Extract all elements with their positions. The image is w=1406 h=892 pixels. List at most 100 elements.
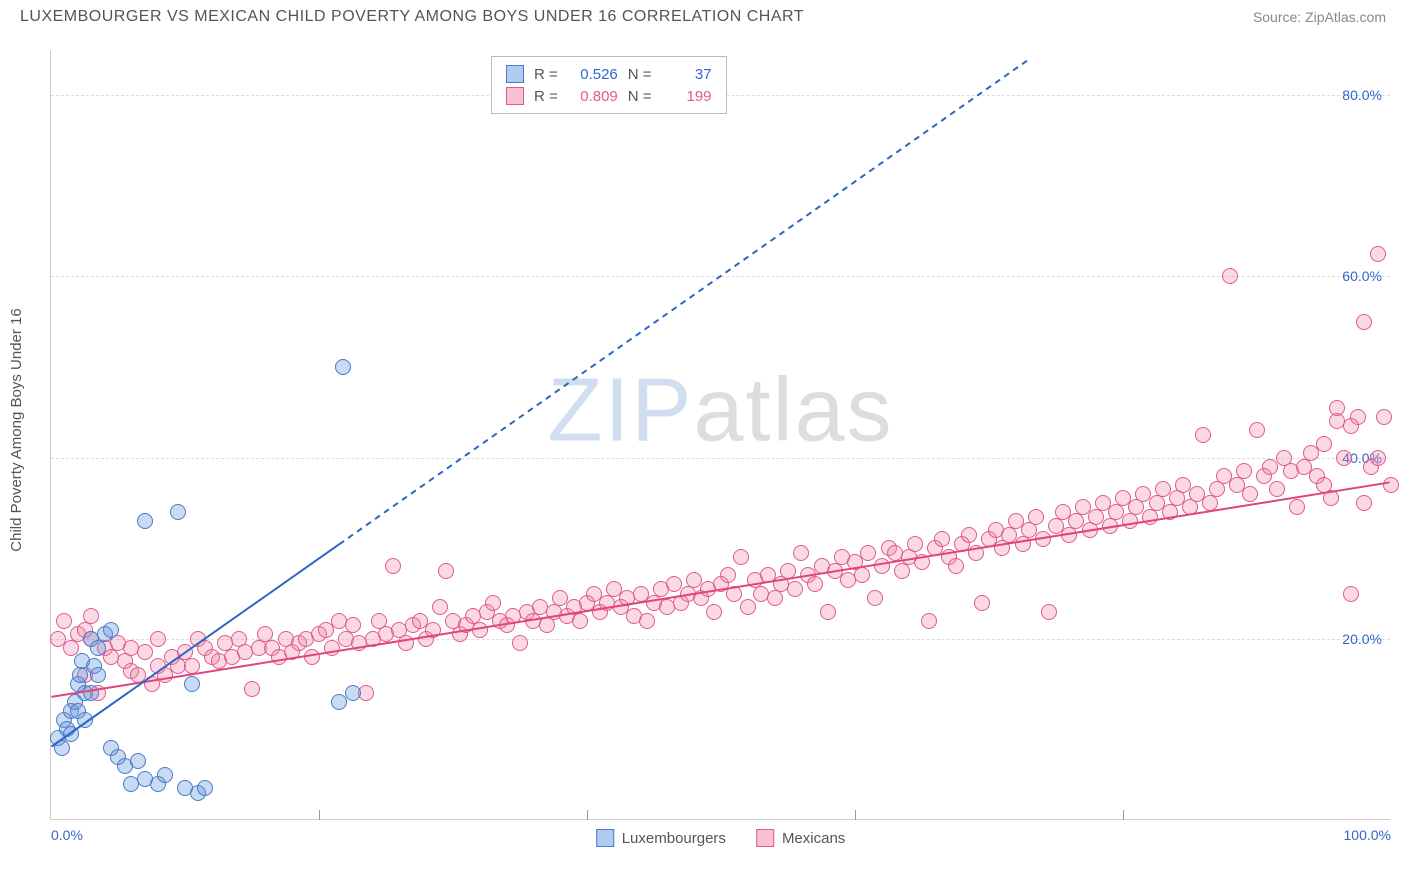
grid-line-v: [1123, 810, 1124, 820]
data-point-luxembourgers: [137, 513, 153, 529]
data-point-mexicans: [1356, 495, 1372, 511]
swatch-pink-icon: [506, 87, 524, 105]
scatter-chart: ZIPatlas R = 0.526 N = 37 R = 0.809 N = …: [50, 50, 1390, 820]
data-point-mexicans: [425, 622, 441, 638]
data-point-mexicans: [56, 613, 72, 629]
grid-line-h: [51, 458, 1390, 459]
data-point-mexicans: [512, 635, 528, 651]
data-point-mexicans: [83, 608, 99, 624]
data-point-mexicans: [1336, 450, 1352, 466]
data-point-mexicans: [780, 563, 796, 579]
swatch-blue-icon-2: [596, 829, 614, 847]
data-point-mexicans: [1343, 586, 1359, 602]
n-label2: N =: [628, 88, 652, 105]
data-point-luxembourgers: [90, 667, 106, 683]
watermark-atlas: atlas: [693, 361, 893, 461]
data-point-mexicans: [740, 599, 756, 615]
r-value-pink: 0.809: [568, 88, 618, 105]
r-label: R =: [534, 66, 558, 83]
data-point-mexicans: [1356, 314, 1372, 330]
data-point-mexicans: [706, 604, 722, 620]
data-point-luxembourgers: [335, 359, 351, 375]
data-point-mexicans: [1028, 509, 1044, 525]
legend-item-luxembourgers: Luxembourgers: [596, 829, 726, 847]
data-point-mexicans: [948, 558, 964, 574]
stats-legend-box: R = 0.526 N = 37 R = 0.809 N = 199: [491, 56, 727, 114]
stats-row-pink: R = 0.809 N = 199: [506, 85, 712, 107]
data-point-luxembourgers: [77, 712, 93, 728]
data-point-mexicans: [432, 599, 448, 615]
bottom-legend: Luxembourgers Mexicans: [596, 829, 846, 847]
legend-item-mexicans: Mexicans: [756, 829, 845, 847]
n-label: N =: [628, 66, 652, 83]
data-point-mexicans: [1242, 486, 1258, 502]
data-point-mexicans: [921, 613, 937, 629]
data-point-mexicans: [1370, 246, 1386, 262]
data-point-mexicans: [1316, 477, 1332, 493]
trend-lines-layer: [51, 50, 1390, 819]
data-point-mexicans: [137, 644, 153, 660]
source-name: ZipAtlas.com: [1305, 9, 1386, 25]
swatch-blue-icon: [506, 65, 524, 83]
data-point-mexicans: [733, 549, 749, 565]
chart-title: LUXEMBOURGER VS MEXICAN CHILD POVERTY AM…: [20, 8, 804, 26]
data-point-luxembourgers: [83, 685, 99, 701]
data-point-mexicans: [854, 567, 870, 583]
data-point-mexicans: [1041, 604, 1057, 620]
data-point-luxembourgers: [63, 726, 79, 742]
data-point-mexicans: [1269, 481, 1285, 497]
data-point-mexicans: [438, 563, 454, 579]
grid-line-v: [855, 810, 856, 820]
data-point-mexicans: [820, 604, 836, 620]
data-point-mexicans: [793, 545, 809, 561]
watermark-zip: ZIP: [547, 361, 693, 461]
watermark: ZIPatlas: [547, 360, 893, 463]
data-point-mexicans: [398, 635, 414, 651]
data-point-mexicans: [787, 581, 803, 597]
data-point-mexicans: [1289, 499, 1305, 515]
data-point-mexicans: [720, 567, 736, 583]
legend-label-mexicans: Mexicans: [782, 830, 845, 847]
data-point-mexicans: [1236, 463, 1252, 479]
y-tick-label: 60.0%: [1342, 268, 1382, 284]
data-point-mexicans: [934, 531, 950, 547]
data-point-mexicans: [1329, 400, 1345, 416]
n-value-blue: 37: [662, 66, 712, 83]
r-label2: R =: [534, 88, 558, 105]
data-point-mexicans: [974, 595, 990, 611]
data-point-luxembourgers: [184, 676, 200, 692]
legend-label-luxembourgers: Luxembourgers: [622, 830, 726, 847]
data-point-mexicans: [961, 527, 977, 543]
stats-row-blue: R = 0.526 N = 37: [506, 63, 712, 85]
source-attribution: Source: ZipAtlas.com: [1253, 9, 1386, 25]
data-point-mexicans: [150, 631, 166, 647]
x-tick-label: 0.0%: [51, 827, 83, 843]
data-point-luxembourgers: [103, 622, 119, 638]
data-point-luxembourgers: [54, 740, 70, 756]
data-point-mexicans: [914, 554, 930, 570]
y-tick-label: 80.0%: [1342, 87, 1382, 103]
y-tick-label: 20.0%: [1342, 631, 1382, 647]
data-point-mexicans: [860, 545, 876, 561]
data-point-mexicans: [867, 590, 883, 606]
chart-header: LUXEMBOURGER VS MEXICAN CHILD POVERTY AM…: [0, 0, 1406, 30]
data-point-mexicans: [244, 681, 260, 697]
data-point-mexicans: [1035, 531, 1051, 547]
data-point-mexicans: [1370, 450, 1386, 466]
grid-line-h: [51, 639, 1390, 640]
data-point-luxembourgers: [197, 780, 213, 796]
data-point-mexicans: [572, 613, 588, 629]
data-point-mexicans: [1383, 477, 1399, 493]
data-point-mexicans: [304, 649, 320, 665]
r-value-blue: 0.526: [568, 66, 618, 83]
data-point-luxembourgers: [345, 685, 361, 701]
data-point-luxembourgers: [170, 504, 186, 520]
n-value-pink: 199: [662, 88, 712, 105]
data-point-luxembourgers: [157, 767, 173, 783]
x-tick-label: 100.0%: [1344, 827, 1391, 843]
data-point-mexicans: [874, 558, 890, 574]
data-point-mexicans: [1195, 427, 1211, 443]
grid-line-v: [319, 810, 320, 820]
data-point-mexicans: [907, 536, 923, 552]
data-point-mexicans: [807, 576, 823, 592]
